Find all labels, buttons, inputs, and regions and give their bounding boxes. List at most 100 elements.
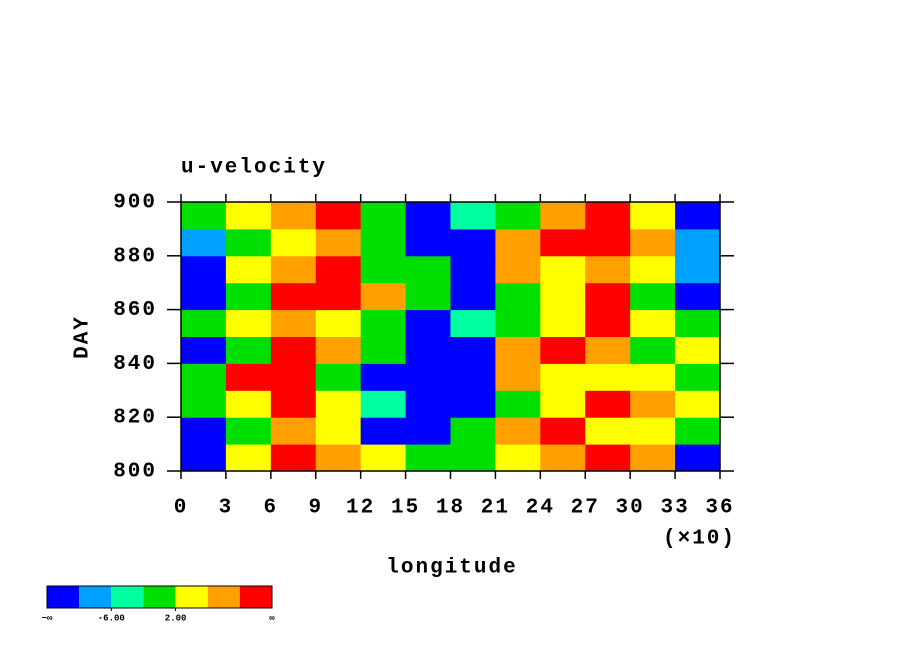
contour-cell bbox=[181, 363, 227, 391]
x-tick-label: 30 bbox=[616, 497, 645, 520]
contour-cell bbox=[225, 202, 272, 230]
contour-cell bbox=[181, 336, 227, 364]
contour-cell bbox=[540, 417, 586, 445]
contour-cell bbox=[585, 255, 631, 284]
contour-cell bbox=[405, 336, 451, 364]
contour-cell bbox=[405, 228, 451, 257]
contour-cell bbox=[450, 363, 496, 391]
contour-cell bbox=[675, 228, 721, 257]
contour-cell bbox=[630, 282, 676, 311]
contour-cell bbox=[540, 202, 586, 230]
contour-cell bbox=[630, 336, 676, 364]
contour-cell bbox=[495, 282, 541, 311]
contour-cell bbox=[225, 228, 272, 257]
x-tick-label: 27 bbox=[571, 497, 600, 520]
contour-cell bbox=[270, 228, 317, 257]
contour-cell bbox=[360, 336, 407, 364]
contour-cell bbox=[225, 444, 272, 472]
contour-cell bbox=[270, 390, 317, 418]
colorbar-end-label: −∞ bbox=[42, 613, 53, 623]
contour-cell bbox=[585, 202, 631, 230]
contour-cell bbox=[360, 363, 407, 391]
contour-cell bbox=[315, 202, 362, 230]
x-scale-label: (×10) bbox=[663, 528, 736, 551]
contour-cell bbox=[450, 390, 496, 418]
contour-cell bbox=[450, 282, 496, 311]
contour-cell bbox=[181, 444, 227, 472]
contour-cell bbox=[450, 309, 496, 337]
contour-cell bbox=[315, 363, 362, 391]
contour-cell bbox=[630, 417, 676, 445]
contour-cell bbox=[630, 309, 676, 337]
contour-cell bbox=[540, 228, 586, 257]
contour-cell bbox=[540, 309, 586, 337]
contour-cell bbox=[270, 255, 317, 284]
x-tick-label: 36 bbox=[705, 497, 734, 520]
x-tick-label: 21 bbox=[481, 497, 510, 520]
x-tick-label: 6 bbox=[264, 497, 279, 520]
contour-cell bbox=[360, 255, 407, 284]
contour-cell bbox=[585, 228, 631, 257]
contour-cell bbox=[675, 202, 721, 230]
contour-cell bbox=[585, 444, 631, 472]
contour-cell bbox=[675, 417, 721, 445]
contour-cell bbox=[181, 282, 227, 311]
contour-cell bbox=[360, 390, 407, 418]
contour-cell bbox=[225, 417, 272, 445]
contour-cell bbox=[630, 390, 676, 418]
contour-cell bbox=[360, 417, 407, 445]
x-tick-label: 12 bbox=[346, 497, 375, 520]
contour-cell bbox=[450, 255, 496, 284]
colorbar-box bbox=[143, 586, 176, 608]
colorbar-frame bbox=[46, 585, 273, 609]
contour-cell bbox=[585, 363, 631, 391]
contour-cell bbox=[585, 282, 631, 311]
contour-cell bbox=[495, 444, 541, 472]
x-tick-label: 9 bbox=[308, 497, 323, 520]
contour-cell bbox=[225, 282, 272, 311]
contour-cell bbox=[270, 417, 317, 445]
contour-cell bbox=[315, 282, 362, 311]
contour-cell bbox=[315, 444, 362, 472]
contour-cell bbox=[315, 390, 362, 418]
contour-cell bbox=[315, 228, 362, 257]
contour-cell bbox=[630, 363, 676, 391]
contour-cell bbox=[585, 390, 631, 418]
contour-cell bbox=[270, 309, 317, 337]
contour-cell bbox=[450, 228, 496, 257]
contour-cell bbox=[540, 255, 586, 284]
y-tick-label: 900 bbox=[113, 192, 157, 215]
contour-cell bbox=[405, 255, 451, 284]
contour-cell bbox=[585, 417, 631, 445]
y-tick-label: 880 bbox=[113, 245, 157, 268]
colorbar-box bbox=[47, 586, 80, 608]
contour-cell bbox=[405, 444, 451, 472]
contour-cell bbox=[181, 228, 227, 257]
contour-cell bbox=[675, 390, 721, 418]
contour-cell bbox=[181, 417, 227, 445]
contour-cell bbox=[585, 309, 631, 337]
y-tick-label: 800 bbox=[113, 461, 157, 484]
contour-cell bbox=[360, 444, 407, 472]
contour-cell bbox=[630, 202, 676, 230]
contour-cell bbox=[675, 444, 721, 472]
contour-cell bbox=[675, 336, 721, 364]
contour-cell bbox=[181, 202, 227, 230]
contour-cell bbox=[630, 255, 676, 284]
contour-cell bbox=[225, 309, 272, 337]
contour-cell bbox=[495, 336, 541, 364]
y-tick-label: 820 bbox=[113, 407, 157, 430]
contour-cell bbox=[450, 444, 496, 472]
y-axis-label: DAY bbox=[72, 315, 95, 359]
contour-cell bbox=[315, 309, 362, 337]
contour-cell bbox=[225, 255, 272, 284]
contour-cell bbox=[360, 228, 407, 257]
colorbar-end-label: ∞ bbox=[269, 613, 275, 623]
contour-cell bbox=[540, 282, 586, 311]
contour-cell bbox=[315, 417, 362, 445]
contour-cell bbox=[675, 282, 721, 311]
contour-cell bbox=[405, 363, 451, 391]
y-tick-label: 860 bbox=[113, 299, 157, 322]
contour-cell bbox=[270, 444, 317, 472]
colorbar-box bbox=[79, 586, 112, 608]
